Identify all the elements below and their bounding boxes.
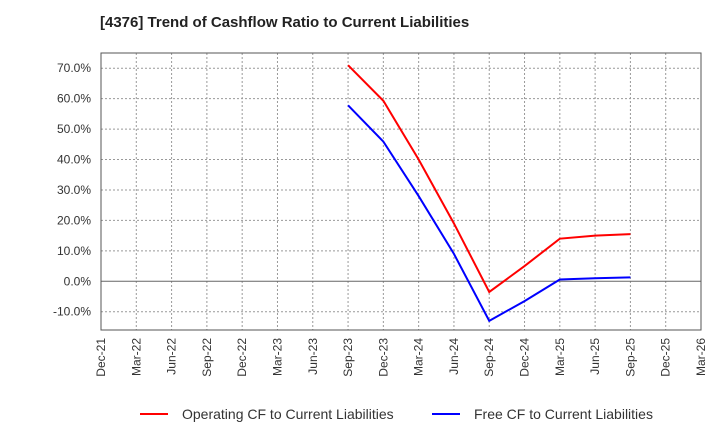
y-tick-label: 10.0% [57,244,91,258]
y-tick-label: 70.0% [57,61,91,75]
y-tick-label: 50.0% [57,122,91,136]
x-tick-label: Dec-21 [94,338,108,377]
x-tick-label: Sep-24 [482,338,496,377]
x-tick-label: Dec-25 [659,338,673,377]
x-tick-label: Mar-24 [412,338,426,376]
plot-area-border [100,52,702,331]
x-tick-label: Sep-22 [200,338,214,377]
legend-label: Operating CF to Current Liabilities [182,406,394,422]
x-tick-label: Dec-24 [518,338,532,377]
y-tick-label: 30.0% [57,183,91,197]
x-tick-label: Mar-22 [129,338,143,376]
series-line-operating-cf [347,64,631,294]
series-line-free-cf [347,104,631,323]
y-tick-label: 60.0% [57,92,91,106]
x-tick-label: Mar-26 [694,338,708,376]
x-tick-label: Mar-23 [270,338,284,376]
x-tick-label: Sep-25 [623,338,637,377]
x-tick-label: Jun-25 [588,338,602,375]
chart-title: [4376] Trend of Cashflow Ratio to Curren… [100,14,470,31]
x-tick-label: Jun-22 [165,338,179,375]
x-tick-label: Dec-23 [376,338,390,377]
x-tick-label: Mar-25 [553,338,567,376]
y-tick-label: 0.0% [64,274,92,288]
x-tick-label: Sep-23 [341,338,355,377]
x-tick-label: Dec-22 [235,338,249,377]
y-tick-label: 20.0% [57,213,91,227]
x-tick-label: Jun-24 [447,338,461,375]
legend-label: Free CF to Current Liabilities [474,406,653,422]
x-tick-label: Jun-23 [306,338,320,375]
y-tick-label: 40.0% [57,153,91,167]
y-tick-label: -10.0% [53,305,91,319]
